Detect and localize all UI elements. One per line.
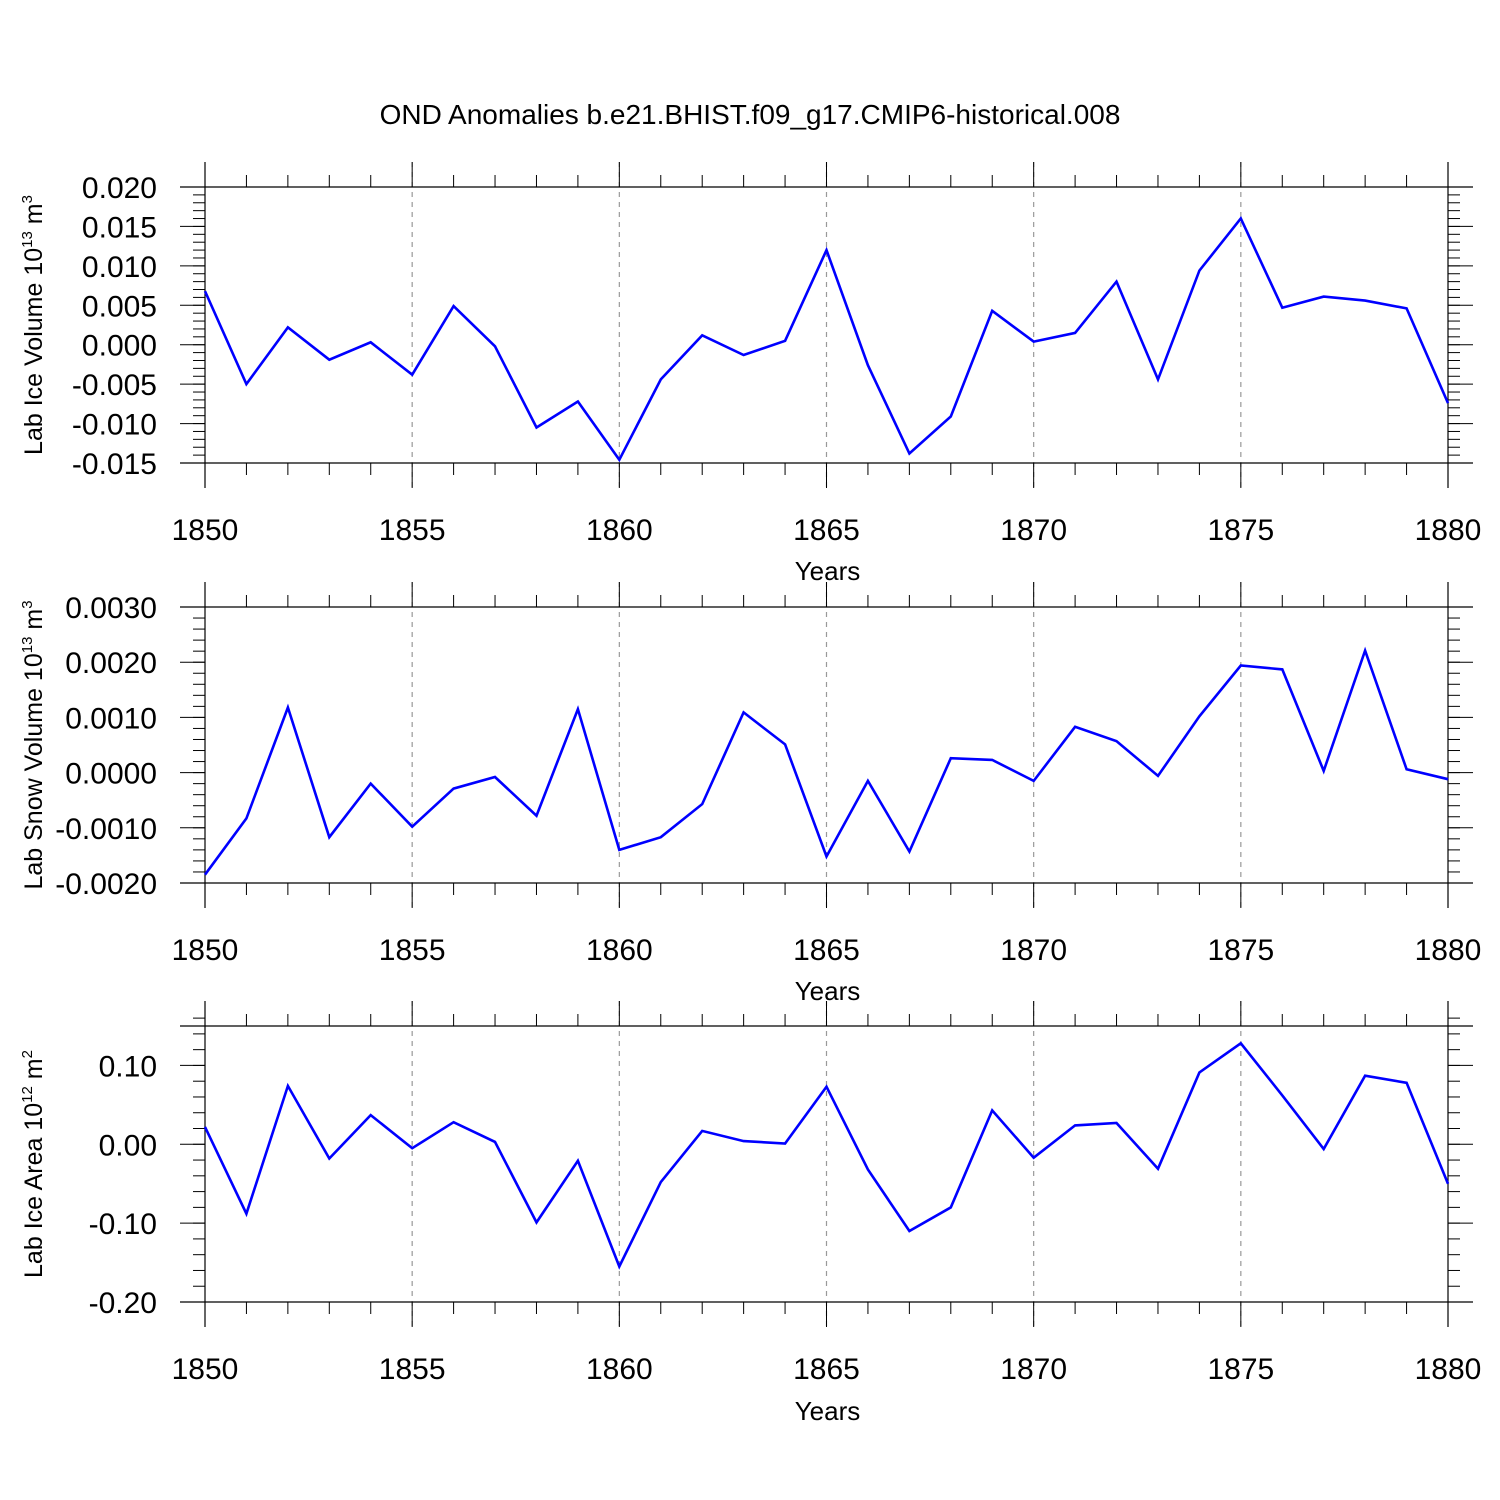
y-tick-label: -0.010: [72, 409, 157, 442]
y-tick-label: 0.020: [82, 172, 157, 205]
x-tick-label: 1870: [1000, 934, 1067, 967]
y-axis-label: Lab Snow Volume 1013 m3: [19, 600, 48, 889]
panels: -0.015 -0.010 -0.005 0.000 0.005 0.010 0.015 0.…: [19, 162, 1481, 1426]
y-tick-label: 0.0000: [65, 758, 157, 791]
y-tick-label: -0.0010: [55, 813, 157, 846]
x-tick-label: 1880: [1415, 934, 1482, 967]
y-tick-label: -0.0020: [55, 868, 157, 901]
chart-title: OND Anomalies b.e21.BHIST.f09_g17.CMIP6-…: [380, 99, 1121, 130]
y-tick-label: 0.0020: [65, 647, 157, 680]
x-tick-label: 1875: [1207, 514, 1274, 547]
y-tick-label: 0.000: [82, 330, 157, 363]
x-tick-label: 1875: [1207, 1353, 1274, 1386]
x-tick-label: 1865: [793, 1353, 860, 1386]
x-tick-label: 1865: [793, 514, 860, 547]
panel-1: -0.015 -0.010 -0.005 0.000 0.005 0.010 0.015 0.…: [19, 162, 1481, 586]
y-tick-label: 0.0030: [65, 592, 157, 625]
y-tick-label: -0.20: [89, 1287, 157, 1320]
x-tick-label: 1865: [793, 934, 860, 967]
y-tick-label: 0.0010: [65, 702, 157, 735]
y-tick-label: 0.005: [82, 290, 157, 323]
x-axis-label: Years: [795, 556, 861, 586]
series-line: [203, 216, 1450, 463]
y-tick-label: 0.00: [99, 1129, 157, 1162]
x-tick-label: 1870: [1000, 514, 1067, 547]
x-tick-label: 1850: [172, 514, 239, 547]
y-axis-label: Lab Ice Area 1012 m2: [19, 1050, 48, 1278]
x-axis-label: Years: [795, 976, 861, 1006]
panel-3: -0.20 -0.10 0.00 0.10 1850 1855 1860 1865 1870 18…: [19, 1001, 1481, 1426]
x-tick-label: 1855: [379, 1353, 446, 1386]
y-tick-label: -0.005: [72, 369, 157, 402]
x-tick-label: 1860: [586, 514, 653, 547]
y-tick-label: 0.010: [82, 251, 157, 284]
y-tick-label: -0.015: [72, 448, 157, 481]
x-tick-label: 1850: [172, 1353, 239, 1386]
x-tick-label: 1860: [586, 1353, 653, 1386]
x-tick-label: 1850: [172, 934, 239, 967]
panel-2: -0.0020 -0.0010 0.0000 0.0010 0.0020 0.0030 18…: [19, 582, 1481, 1006]
x-tick-label: 1875: [1207, 934, 1274, 967]
x-axis-label: Years: [795, 1396, 861, 1426]
series-line: [203, 646, 1449, 876]
x-tick-label: 1855: [379, 934, 446, 967]
y-tick-label: 0.10: [99, 1050, 157, 1083]
y-axis-label: Lab Ice Volume 1013 m3: [19, 195, 48, 455]
series-line: [203, 1041, 1450, 1270]
y-tick-label: -0.10: [89, 1208, 157, 1241]
x-tick-label: 1860: [586, 934, 653, 967]
x-tick-label: 1880: [1415, 514, 1482, 547]
x-tick-label: 1870: [1000, 1353, 1067, 1386]
x-tick-label: 1880: [1415, 1353, 1482, 1386]
y-tick-label: 0.015: [82, 211, 157, 244]
x-tick-label: 1855: [379, 514, 446, 547]
